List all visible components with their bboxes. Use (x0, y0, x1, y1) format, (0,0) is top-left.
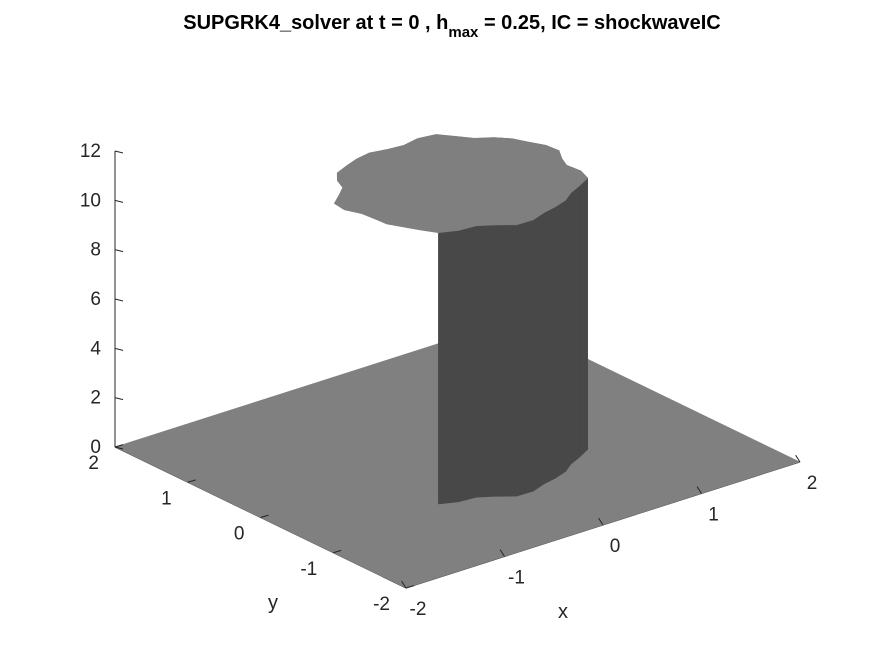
x-tick-mark (696, 486, 702, 494)
z-tick-mark (114, 298, 124, 302)
y-tick-label: 0 (234, 524, 245, 545)
surface-wall-facet (494, 224, 517, 497)
surface-plateau-top (333, 134, 589, 234)
chart-title-suffix: = 0.25, IC = shockwaveIC (478, 12, 720, 34)
chart-title-subscript: max (448, 24, 479, 41)
z-tick-mark (114, 150, 124, 154)
surface-wall-facet (516, 219, 534, 497)
chart-title-main: SUPGRK4_solver at t = 0 , h (183, 12, 448, 34)
z-tick-label: 8 (90, 240, 101, 261)
y-axis-label: y (268, 592, 278, 614)
surface-wall-facet (475, 224, 496, 498)
x-tick-label: -1 (508, 568, 525, 589)
surface-wall-facet (543, 206, 557, 485)
y-tick-mark (405, 585, 415, 589)
z-tick-mark (114, 347, 124, 351)
z-tick-mark (114, 446, 124, 450)
surface-wall-facet (532, 212, 545, 492)
z-tick-mark (114, 249, 124, 253)
z-tick-mark (114, 199, 124, 203)
y-tick-mark (260, 514, 269, 518)
y-tick-label: 2 (88, 453, 99, 474)
surface-wall-facet (555, 199, 566, 479)
y-tick-label: 1 (161, 488, 172, 509)
y-tick-mark (114, 444, 124, 448)
surface (114, 134, 801, 589)
z-tick-label: 2 (90, 388, 101, 409)
y-tick-mark (333, 549, 342, 554)
x-axis-label: x (558, 601, 568, 623)
y-tick-mark (187, 479, 196, 483)
surface-wall-facet (570, 185, 580, 465)
z-tick-label: 6 (90, 289, 101, 310)
surface-wall-facet (565, 191, 572, 473)
z-tick-label: 0 (90, 437, 101, 458)
x-tick-label: 0 (610, 536, 621, 557)
y-tick-label: -1 (300, 559, 317, 580)
surface-wall-facet (579, 177, 588, 458)
z-tick-mark (114, 397, 124, 401)
surface-wall-facet (458, 225, 477, 503)
x-tick-label: 2 (807, 473, 818, 494)
x-tick-mark (499, 549, 505, 557)
z-tick-label: 12 (80, 141, 101, 162)
surface-wall-facet (438, 230, 459, 505)
x-tick-label: -2 (410, 599, 427, 620)
x-tick-mark (598, 517, 604, 526)
x-tick-mark (795, 454, 801, 463)
x-tick-mark (401, 580, 407, 589)
y-tick-label: -2 (373, 594, 390, 615)
z-tick-label: 10 (80, 190, 101, 211)
z-tick-label: 4 (90, 338, 101, 359)
chart-title: SUPGRK4_solver at t = 0 , hmax = 0.25, I… (183, 12, 721, 41)
x-tick-label: 1 (708, 505, 719, 526)
